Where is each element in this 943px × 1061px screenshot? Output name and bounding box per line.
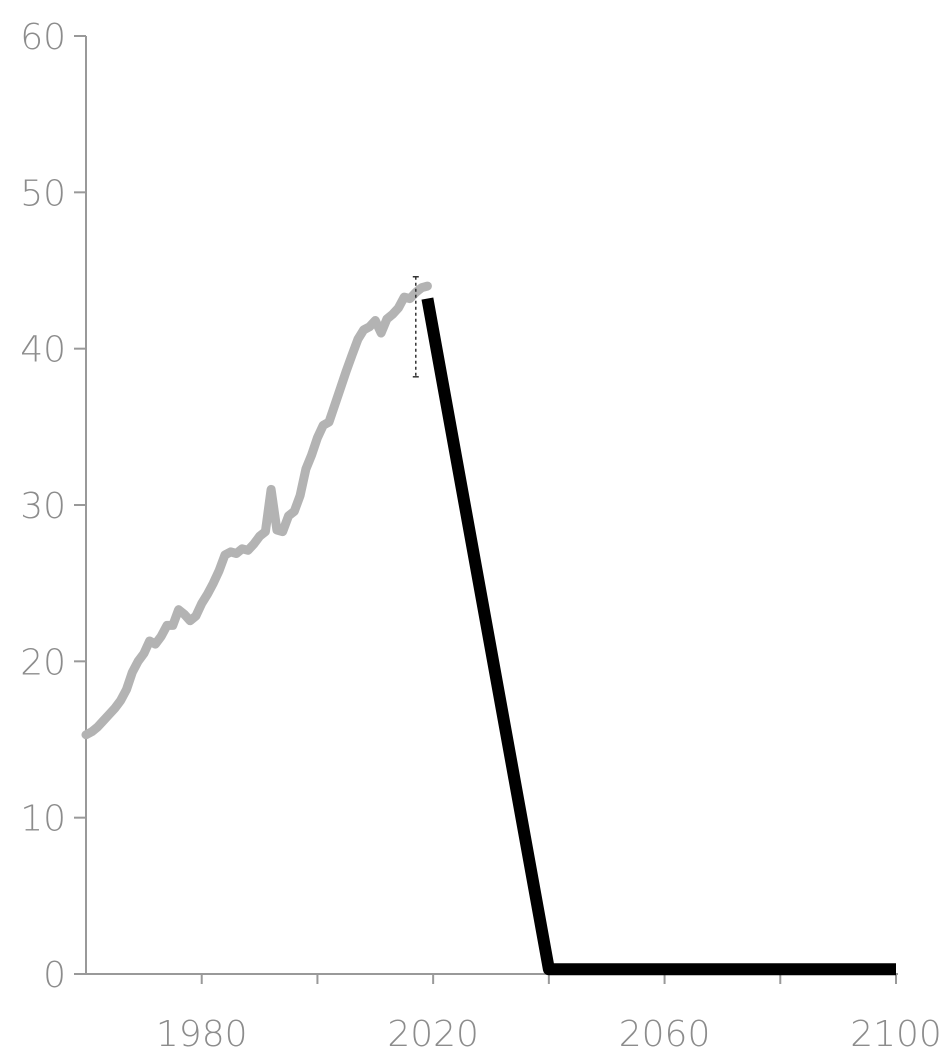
historical-series-line — [81, 281, 432, 740]
y-tick-label: 60 — [20, 17, 66, 58]
y-tick-label: 20 — [20, 642, 66, 683]
y-tick-label: 0 — [43, 955, 66, 996]
x-tick-label: 2100 — [850, 1014, 942, 1055]
y-tick-label: 40 — [20, 330, 66, 371]
y-tick-label: 30 — [20, 486, 66, 527]
y-tick-label: 10 — [20, 799, 66, 840]
x-tick-label: 1980 — [156, 1014, 248, 1055]
x-tick-label: 2020 — [387, 1014, 479, 1055]
x-axis: 1980 2020 2060 2100 — [86, 973, 942, 1055]
y-axis: 0 10 20 30 40 50 60 — [20, 17, 87, 996]
pathway-series-line — [421, 297, 896, 976]
plot-area — [81, 276, 896, 976]
y-tick-label: 50 — [20, 173, 66, 214]
x-tick-label: 2060 — [619, 1014, 711, 1055]
